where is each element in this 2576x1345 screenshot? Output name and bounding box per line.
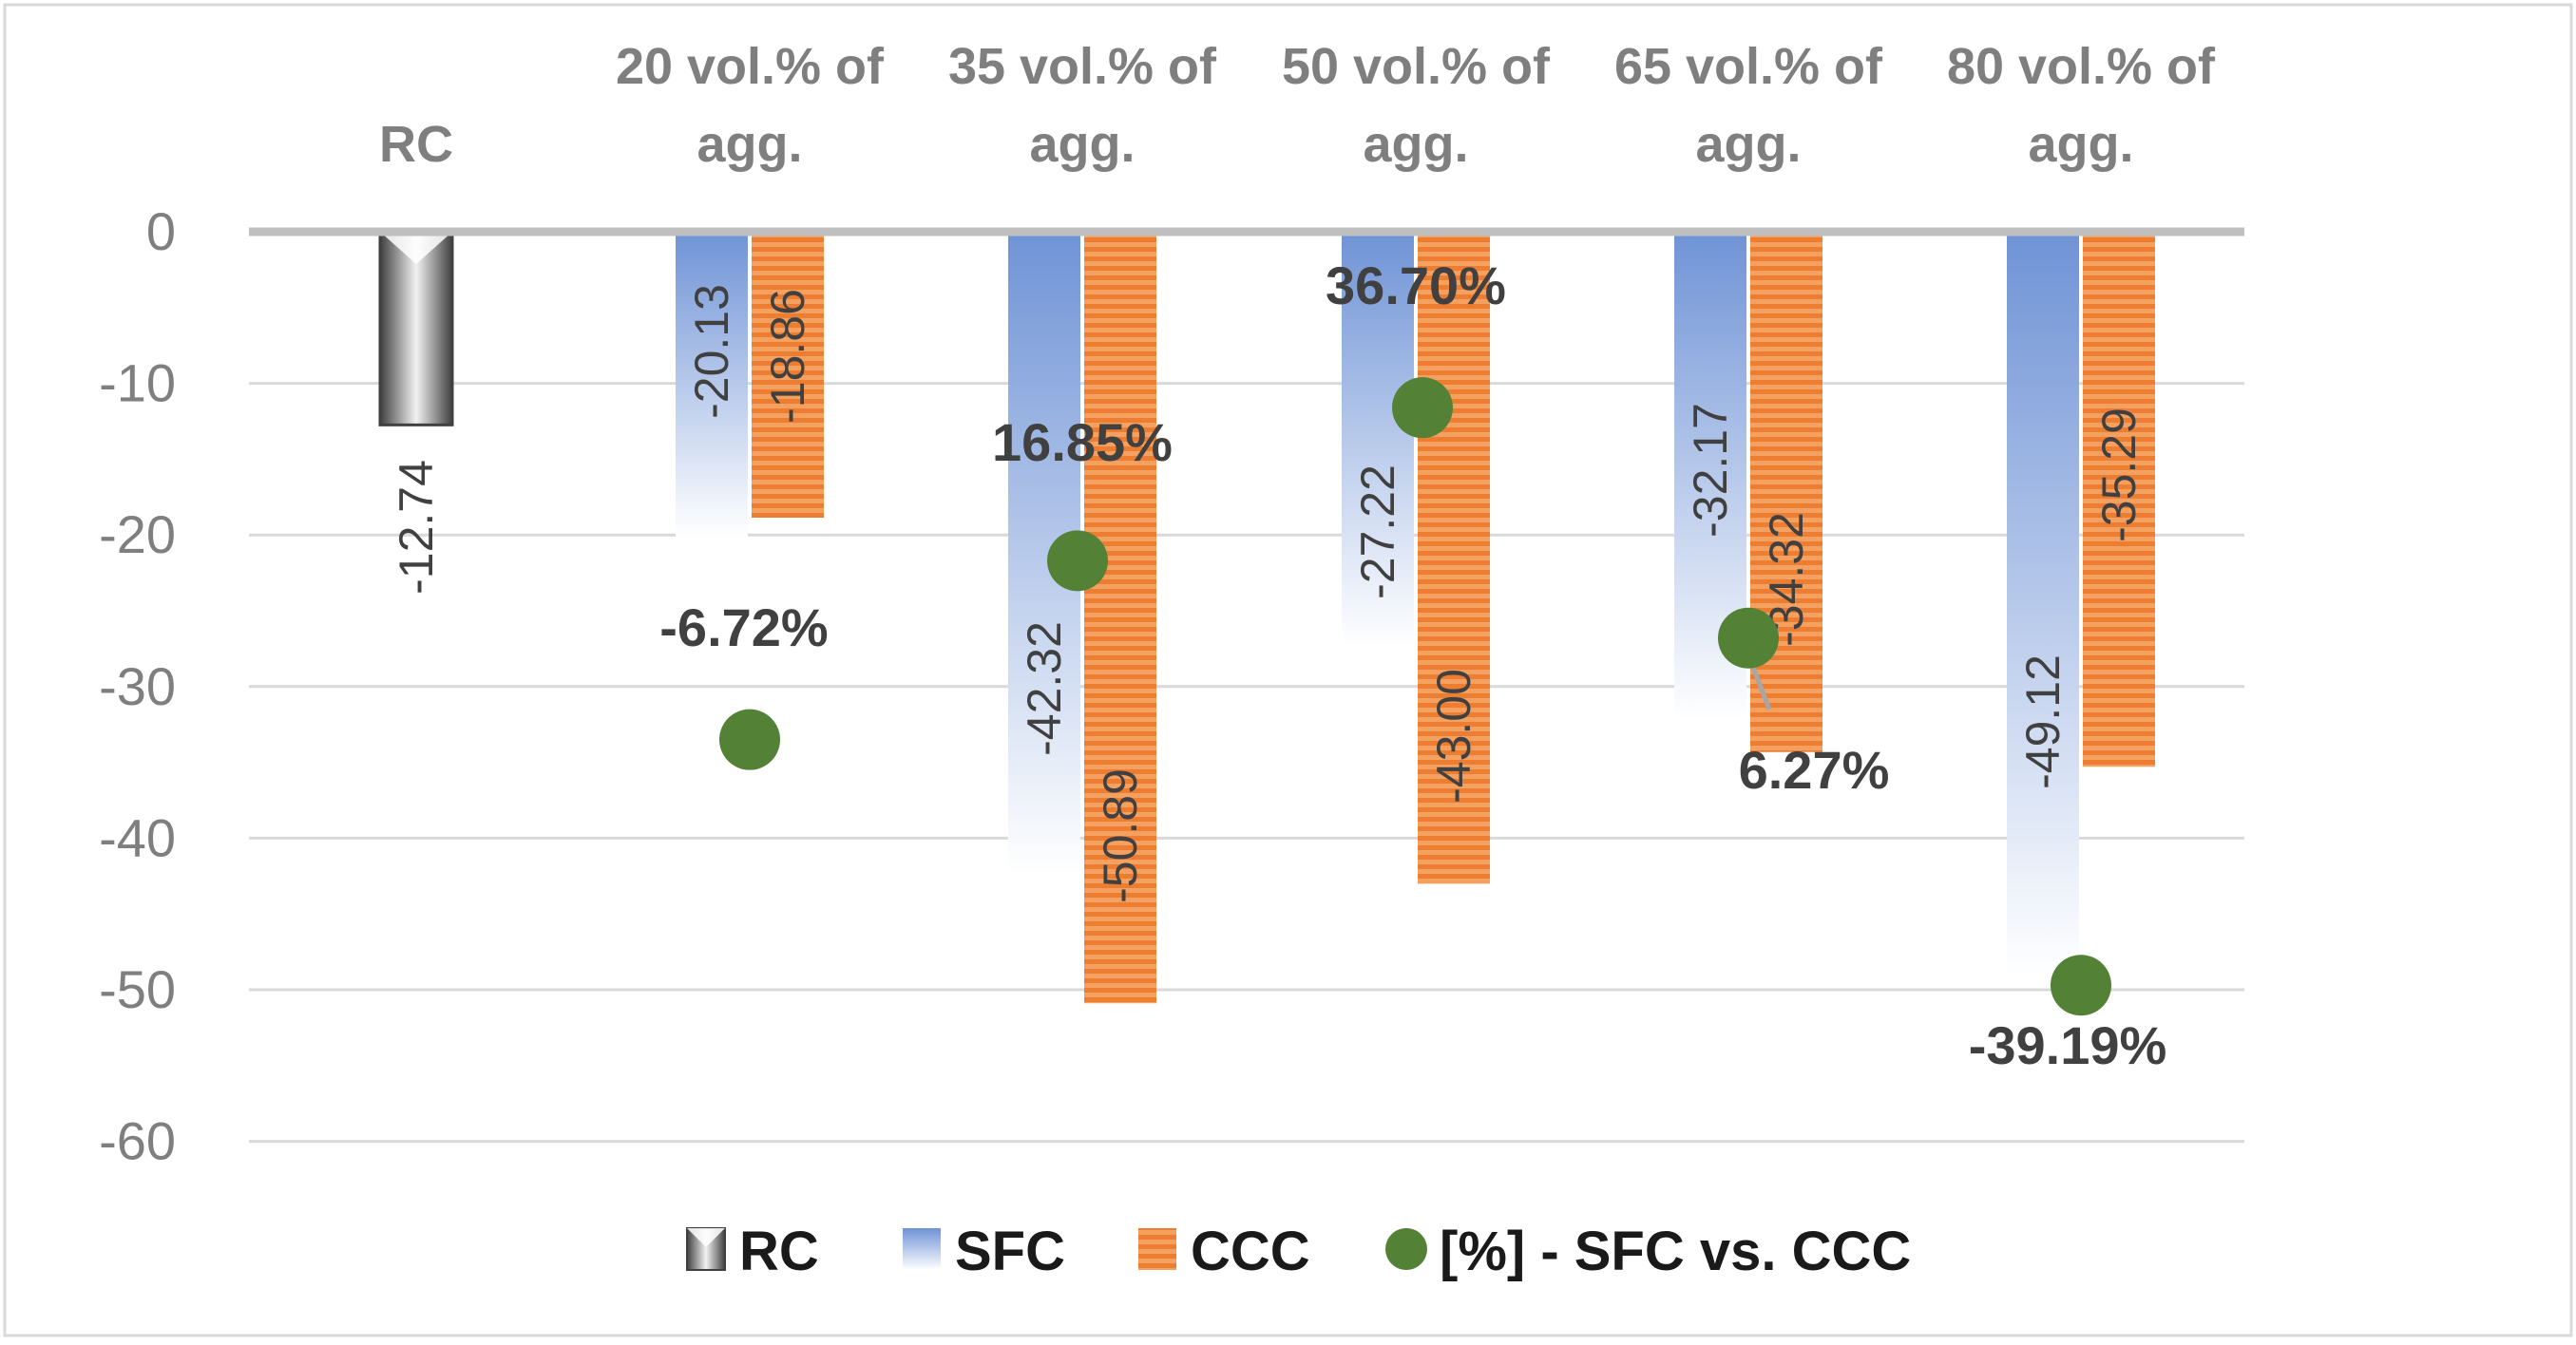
bar-value-label: -43.00 (1427, 669, 1480, 804)
y-tick-label: -20 (99, 504, 176, 564)
bar-value-labels: -12.74 -20.13 -42.32 -27.22 -32.17 -49.12 -18.… (390, 284, 2146, 903)
bar-ccc (1084, 232, 1156, 1004)
percent-label: -6.72% (659, 597, 828, 657)
legend-label: CCC (1191, 1221, 1310, 1282)
y-tick-label: -30 (99, 656, 176, 716)
percent-label: -39.19% (1969, 1015, 2167, 1075)
legend-label: SFC (955, 1221, 1065, 1282)
category-label: RC (379, 116, 453, 173)
category-label: 80 vol.% of (1947, 38, 2216, 95)
bar-value-label: -50.89 (1094, 768, 1147, 903)
chart-border (3, 3, 2573, 1337)
legend: RC SFC CCC [%] - SFC vs. CCC (686, 1221, 1911, 1282)
percent-markers: -6.72% 16.85% 36.70% 6.27% -39.19% (659, 256, 2166, 1075)
gridlines (249, 382, 2244, 1144)
bar-ccc (752, 232, 824, 519)
y-tick-label: -40 (99, 807, 176, 867)
bar-sfc (676, 232, 748, 538)
y-axis-ticks: 0 -10 -20 -30 -40 -50 -60 (99, 201, 176, 1171)
bars (378, 230, 2155, 1004)
bar-value-label: -27.22 (1351, 464, 1404, 599)
y-tick-label: -50 (99, 959, 176, 1019)
percent-marker (1392, 377, 1453, 439)
percent-marker (1718, 607, 1779, 669)
category-label: 65 vol.% of (1614, 38, 1883, 95)
bar-value-label: -18.86 (761, 289, 814, 424)
category-label: 50 vol.% of (1282, 38, 1551, 95)
legend-swatch-sfc (903, 1228, 941, 1270)
legend-swatch-ccc (1138, 1228, 1176, 1270)
category-label: agg. (1029, 116, 1135, 173)
percent-label: 16.85% (992, 412, 1173, 472)
percent-marker (719, 709, 780, 770)
category-label: agg. (1363, 116, 1468, 173)
y-tick-label: 0 (146, 201, 176, 261)
bar-ccc (1418, 232, 1490, 884)
bar-ccc (2083, 232, 2155, 767)
category-label: 35 vol.% of (948, 38, 1217, 95)
percent-marker (1047, 530, 1108, 592)
category-label: agg. (2028, 116, 2133, 173)
percent-label: 6.27% (1739, 740, 1890, 800)
percent-label: 36.70% (1326, 256, 1506, 315)
bar-value-label: -20.13 (685, 284, 738, 419)
y-tick-label: -10 (99, 353, 176, 413)
bar-value-label: -49.12 (2016, 654, 2070, 789)
bar-value-label: -35.29 (2092, 407, 2146, 542)
category-label: agg. (1695, 116, 1801, 173)
category-label: 20 vol.% of (616, 38, 885, 95)
category-labels: RC 20 vol.% of agg. 35 vol.% of agg. 50 vol.%… (379, 38, 2216, 173)
legend-swatch-marker (1385, 1228, 1427, 1270)
category-label: agg. (696, 116, 802, 173)
bar-value-label: -32.17 (1684, 403, 1737, 538)
bar-sfc (2007, 232, 2079, 976)
bar-ccc (1750, 232, 1822, 752)
bar-value-label: -12.74 (390, 460, 443, 595)
bar-sfc (1342, 232, 1414, 645)
legend-label: RC (739, 1221, 819, 1282)
legend-swatch-rc-bevel (687, 1228, 725, 1247)
y-tick-label: -60 (99, 1111, 176, 1171)
bar-rc-bevel (380, 232, 452, 264)
legend-label: [%] - SFC vs. CCC (1440, 1221, 1911, 1282)
percent-marker (2051, 955, 2111, 1016)
bar-value-label: -42.32 (1018, 621, 1071, 756)
